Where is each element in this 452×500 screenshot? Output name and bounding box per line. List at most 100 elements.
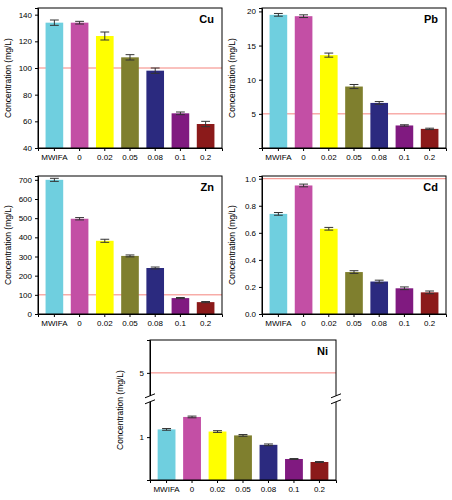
- x-axis: MWIFA00.020.050.080.10.2: [263, 314, 447, 328]
- error-bar-cap: [315, 462, 324, 463]
- panel-title: Pb: [424, 13, 438, 25]
- y-axis-line: [259, 177, 263, 315]
- y-tick: 20: [247, 7, 262, 16]
- error-bar-cap: [375, 101, 384, 102]
- y-tick: 200: [19, 272, 38, 281]
- y-tick: 40: [23, 144, 38, 153]
- y-tick: 80: [23, 91, 38, 100]
- x-tick: 0.08: [147, 148, 163, 162]
- x-tick-label: 0.2: [424, 319, 436, 328]
- error-bar: [50, 20, 59, 25]
- plot-frame: [262, 176, 446, 314]
- error-bar-cap: [274, 212, 283, 213]
- error-bar: [176, 112, 185, 115]
- y-tick: 120: [19, 37, 38, 46]
- error-bar-stem: [104, 32, 105, 40]
- x-tick-label: 0.02: [210, 485, 226, 494]
- x-tick: 0.05: [122, 148, 138, 162]
- panel: 0100200300400500600700MWIFA00.020.050.08…: [3, 176, 223, 328]
- error-bar-stem: [354, 84, 355, 88]
- x-tick: MWIFA: [265, 148, 292, 162]
- x-tick-mark: [217, 480, 218, 483]
- error-bar: [126, 55, 135, 60]
- y-tick-label: 10: [247, 76, 256, 85]
- y-tick-label: 0.8: [245, 202, 257, 211]
- error-bar: [151, 267, 160, 269]
- error-bar-cap: [176, 297, 185, 298]
- error-bar-cap: [299, 14, 308, 15]
- y-tick: 0.8: [245, 202, 262, 211]
- error-bar-cap: [324, 227, 333, 228]
- error-bar-cap: [75, 219, 84, 220]
- error-bar-cap: [264, 443, 273, 444]
- bar: [197, 302, 215, 314]
- error-bar-cap: [151, 68, 160, 69]
- y-tick-label: 80: [23, 91, 32, 100]
- error-bar: [290, 458, 299, 460]
- bar: [396, 125, 414, 148]
- x-tick: 0.02: [321, 148, 337, 162]
- y-tick-label: 600: [19, 195, 33, 204]
- x-tick-mark: [130, 314, 131, 317]
- y-tick-mark: [35, 95, 38, 96]
- error-bar-cap: [324, 53, 333, 54]
- error-bar-cap: [299, 186, 308, 187]
- error-bar-cap: [188, 416, 197, 417]
- x-tick-mark: [54, 148, 55, 151]
- error-bar: [425, 291, 434, 294]
- y-axis: 0100200300400500600700: [19, 176, 39, 319]
- error-bar-cap: [176, 298, 185, 299]
- y-axis: 15: [140, 341, 151, 481]
- bar: [197, 124, 215, 148]
- x-tick-mark: [54, 314, 55, 317]
- error-bar-cap: [50, 181, 59, 182]
- x-tick-mark: [404, 314, 405, 317]
- x-tick-mark: [268, 480, 269, 483]
- error-bar-cap: [400, 289, 409, 290]
- x-tick-label: 0.08: [371, 153, 387, 162]
- y-tick: 0.0: [245, 310, 262, 319]
- y-tick-label: 5: [140, 369, 145, 378]
- error-bar: [299, 184, 308, 187]
- bar: [396, 288, 414, 314]
- y-tick: 5: [252, 110, 262, 119]
- y-tick: 0: [28, 310, 38, 319]
- error-bar-cap: [290, 459, 299, 460]
- error-bar-stem: [155, 68, 156, 73]
- axis-break-mark: [331, 400, 341, 404]
- x-tick: 0.05: [122, 314, 138, 328]
- x-tick: MWIFA: [153, 480, 180, 494]
- error-bar-cap: [75, 24, 84, 25]
- error-bar-cap: [201, 126, 210, 127]
- bar: [96, 241, 114, 314]
- y-axis-line: [35, 177, 39, 315]
- x-tick: 0.08: [371, 314, 387, 328]
- x-tick-mark: [192, 480, 193, 483]
- x-axis-line: [39, 315, 223, 318]
- y-tick-mark: [259, 80, 262, 81]
- y-tick: 100: [19, 64, 38, 73]
- x-tick-label: 0.1: [399, 153, 411, 162]
- bar: [121, 256, 139, 314]
- x-tick: 0.05: [346, 148, 362, 162]
- y-tick-label: 20: [247, 7, 256, 16]
- error-bar-cap: [100, 40, 109, 41]
- x-tick-mark: [166, 480, 167, 483]
- error-bar: [201, 121, 210, 126]
- y-tick-mark: [147, 437, 150, 438]
- error-bar: [315, 461, 324, 463]
- x-tick-label: 0.02: [321, 153, 337, 162]
- x-tick: 0.2: [314, 480, 326, 494]
- error-bar-cap: [151, 268, 160, 269]
- error-bar-cap: [75, 21, 84, 22]
- error-bar-cap: [100, 32, 109, 33]
- error-bar-cap: [75, 217, 84, 218]
- bar: [270, 214, 288, 314]
- bar: [421, 292, 439, 314]
- error-bar: [176, 298, 185, 299]
- bar: [146, 71, 164, 148]
- plot-area: [262, 13, 446, 148]
- x-tick-mark: [429, 148, 430, 151]
- error-bar-cap: [350, 88, 359, 89]
- error-bar: [324, 227, 333, 230]
